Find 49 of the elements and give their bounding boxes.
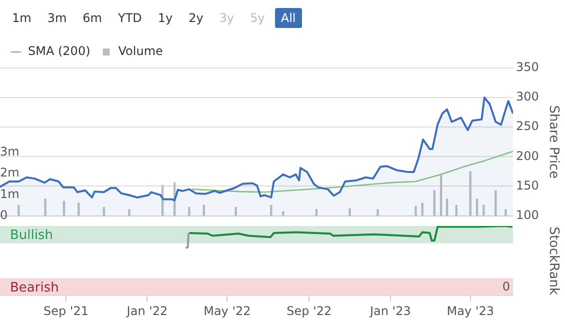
legend-label: Volume xyxy=(118,44,163,58)
x-tick-label: Sep '22 xyxy=(286,304,332,318)
bar xyxy=(482,204,485,216)
legend-label: SMA (200) xyxy=(28,44,90,58)
text: 3y xyxy=(218,10,236,27)
band-label: Bullish xyxy=(10,228,54,244)
x-tick-label: Jan '22 xyxy=(126,304,168,318)
bar xyxy=(414,206,417,216)
text: YTD xyxy=(116,10,143,27)
x-tick-label: Sep '21 xyxy=(43,304,88,318)
bar xyxy=(348,208,351,216)
text: All xyxy=(274,8,302,28)
bar xyxy=(282,211,284,216)
bar xyxy=(469,171,472,216)
text: 2y xyxy=(188,10,204,27)
y2-tick-label: 2m xyxy=(0,166,20,180)
bar xyxy=(433,190,436,216)
y-axis-title: Share Price xyxy=(546,105,561,179)
bar xyxy=(62,200,66,216)
y2-tick-label: 0 xyxy=(0,208,8,222)
y-tick-label: 150 xyxy=(516,178,539,192)
y-tick-label: 350 xyxy=(516,60,539,74)
annotation: 0 xyxy=(502,280,510,294)
x-tick-label: Jan '23 xyxy=(368,304,411,318)
bar xyxy=(128,209,130,216)
bar xyxy=(476,198,478,216)
y-tick-label: 200 xyxy=(516,148,539,163)
y2-tick-label: 1m xyxy=(0,186,20,201)
text: 1m xyxy=(11,10,32,27)
text: 5y xyxy=(249,10,266,27)
bar xyxy=(376,209,379,216)
y2-tick-label: 3m xyxy=(0,144,20,159)
y-tick-label: 250 xyxy=(516,119,539,134)
bar xyxy=(494,190,497,216)
y-tick-label: 300 xyxy=(516,90,539,104)
bar xyxy=(504,209,507,216)
bar xyxy=(188,207,190,216)
bar xyxy=(315,209,318,216)
text: 6m xyxy=(82,10,103,27)
bar xyxy=(446,198,448,216)
x-tick-label: May '22 xyxy=(204,304,251,318)
bar xyxy=(44,198,46,216)
y-tick-label: 100 xyxy=(516,208,539,222)
text: 1y xyxy=(156,10,174,27)
band-label: Bearish xyxy=(10,280,59,296)
text: 3m xyxy=(46,10,68,27)
y-axis-title: StockRank xyxy=(546,226,561,296)
bar xyxy=(440,175,442,216)
x-tick-label: May '23 xyxy=(446,304,494,318)
